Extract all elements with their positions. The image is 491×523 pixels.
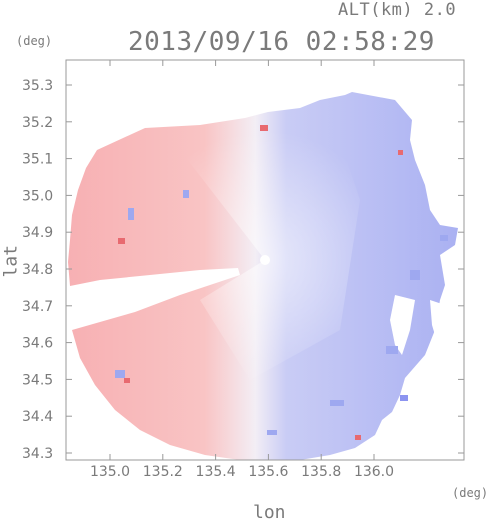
y-tick-label: 34.3 xyxy=(22,446,53,462)
timestamp-title: 2013/09/16 02:58:29 xyxy=(128,27,435,57)
echo-cell xyxy=(260,125,268,131)
plot-frame xyxy=(65,59,465,461)
echo-cell xyxy=(410,270,420,280)
y-tick-label: 34.4 xyxy=(22,409,53,425)
echo-cell xyxy=(267,430,277,435)
x-tick-label: 135.6 xyxy=(248,464,288,480)
x-tick-label: 135.4 xyxy=(196,464,236,480)
echo-gap xyxy=(390,295,415,355)
y-tick-label: 35.1 xyxy=(22,152,53,168)
y-tick-label: 34.5 xyxy=(22,372,53,388)
echo-cell xyxy=(128,208,134,220)
echo-cell xyxy=(118,238,125,244)
echo-cell xyxy=(115,370,125,378)
echo-cell xyxy=(400,395,408,401)
echo-cell xyxy=(124,378,130,383)
x-unit-label: (deg) xyxy=(452,486,489,500)
x-tick-label: 135.0 xyxy=(90,464,130,480)
y-tick-label: 34.8 xyxy=(22,262,53,278)
y-tick-label: 34.9 xyxy=(22,225,53,241)
y-tick-label: 34.6 xyxy=(22,336,53,352)
velocity-field xyxy=(68,92,458,460)
x-tick-label: 135.8 xyxy=(301,464,341,480)
center-highlight xyxy=(180,110,360,380)
echo-cell xyxy=(183,190,189,198)
y-tick-label: 35.2 xyxy=(22,115,53,131)
x-axis-title: lon xyxy=(253,502,286,523)
y-axis-title: lat xyxy=(0,244,22,278)
y-tick-label: 34.7 xyxy=(22,299,53,315)
echo-cell xyxy=(355,435,361,440)
y-axis: 35.3 35.2 35.1 35.0 34.9 34.8 34.7 34.6 34.5 34.4… xyxy=(22,78,464,462)
x-tick-label: 135.2 xyxy=(143,464,183,480)
radar-site-marker xyxy=(260,255,270,265)
x-axis: 135.0 135.2 135.4 135.6 135.8 136.0 xyxy=(90,60,394,480)
y-unit-label: (deg) xyxy=(16,34,53,48)
echo-cell xyxy=(330,400,344,406)
echo-gap xyxy=(430,300,445,345)
y-tick-label: 35.0 xyxy=(22,188,53,204)
altitude-label: ALT(km) 2.0 xyxy=(338,0,457,20)
echo-cell xyxy=(440,235,448,241)
echo-cell xyxy=(386,346,398,354)
echo-cell xyxy=(398,150,403,155)
x-tick-label: 136.0 xyxy=(354,464,394,480)
y-tick-label: 35.3 xyxy=(22,78,53,94)
